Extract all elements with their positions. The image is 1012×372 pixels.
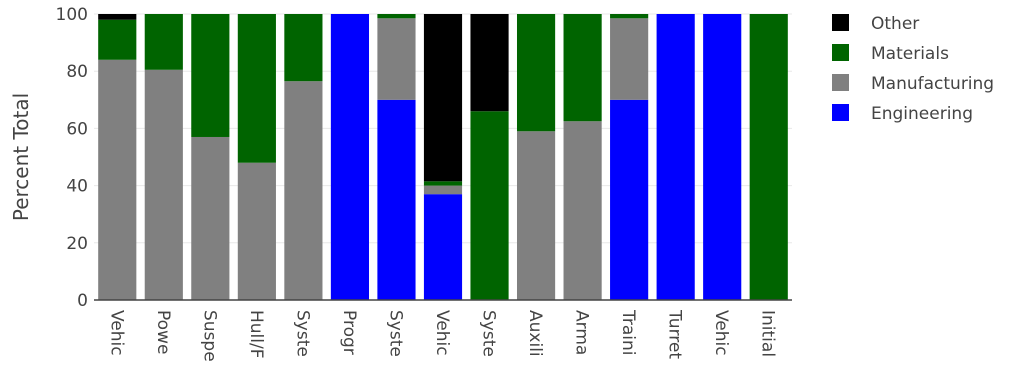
x-tick-label: Arma	[572, 310, 592, 355]
y-ticks: 0 20 40 60 80 100	[56, 5, 88, 311]
legend: Other Materials Manufacturing Engineering	[832, 14, 994, 124]
bars	[98, 14, 788, 301]
bar-segment-materials	[749, 14, 788, 300]
legend-swatch-materials	[832, 44, 849, 61]
bar-segment-engineering	[377, 99, 416, 300]
bar-segment-materials	[563, 14, 602, 122]
y-tick-label: 20	[66, 234, 88, 254]
bar-segment-materials	[516, 14, 556, 132]
bar-segment-manufacturing	[237, 162, 276, 300]
x-tick-label: Hull/F	[246, 310, 266, 359]
bar-segment-engineering	[656, 14, 695, 300]
bar-segment-manufacturing	[377, 18, 416, 100]
legend-swatch-other	[832, 14, 849, 31]
y-axis-title: Percent Total	[9, 93, 33, 221]
x-tick-label: Auxili	[525, 310, 545, 357]
x-tick-label: Vehic	[432, 310, 452, 356]
bar-segment-materials	[470, 111, 509, 301]
bar-segment-materials	[191, 14, 230, 137]
bar-segment-manufacturing	[563, 121, 602, 300]
bar-segment-materials	[610, 14, 649, 19]
bar-segment-engineering	[330, 14, 370, 300]
bar-segment-other	[423, 14, 463, 182]
bar-segment-materials	[284, 14, 323, 82]
x-tick-label: Traini	[618, 309, 638, 356]
bar-segment-engineering	[610, 99, 649, 300]
bar-segment-materials	[144, 14, 183, 70]
legend-label-other: Other	[871, 14, 919, 34]
x-tick-label: Syste	[292, 310, 312, 357]
bar-segment-manufacturing	[191, 136, 230, 300]
y-tick-label: 80	[66, 62, 88, 82]
legend-swatch-engineering	[832, 104, 849, 121]
bar-segment-other	[470, 14, 509, 112]
x-tick-label: Powe	[153, 310, 173, 354]
x-tick-label: Vehic	[711, 310, 731, 356]
bar-segment-manufacturing	[610, 18, 649, 100]
x-tick-label: Suspe	[199, 310, 219, 362]
legend-label-manufacturing: Manufacturing	[871, 74, 994, 94]
x-tick-label: Vehic	[106, 310, 126, 356]
bar-segment-manufacturing	[144, 69, 183, 301]
y-tick-label: 100	[56, 5, 88, 25]
y-tick-label: 60	[66, 119, 88, 139]
y-tick-label: 40	[66, 177, 88, 197]
x-tick-label: Syste	[385, 310, 405, 357]
legend-swatch-manufacturing	[832, 74, 849, 91]
x-ticks: Vehic Powe Suspe Hull/F Syste Progr Syste Vehic…	[106, 309, 777, 362]
bar-segment-materials	[423, 181, 463, 186]
bar-segment-materials	[98, 19, 137, 60]
legend-label-materials: Materials	[871, 44, 949, 64]
x-tick-label: Progr	[339, 310, 359, 355]
bar-segment-manufacturing	[284, 81, 323, 301]
bar-segment-manufacturing	[423, 185, 463, 195]
x-tick-label: Initial	[758, 310, 778, 357]
bar-segment-manufacturing	[98, 59, 137, 301]
bar-segment-engineering	[703, 14, 742, 300]
bar-segment-materials	[237, 14, 276, 163]
x-tick-label: Syste	[479, 310, 499, 357]
bar-segment-materials	[377, 14, 416, 19]
bar-segment-engineering	[423, 194, 463, 300]
legend-label-engineering: Engineering	[871, 104, 973, 124]
y-tick-label: 0	[77, 291, 88, 311]
bar-segment-manufacturing	[516, 131, 556, 300]
bar-segment-other	[98, 14, 137, 20]
x-tick-label: Turret	[665, 309, 685, 359]
